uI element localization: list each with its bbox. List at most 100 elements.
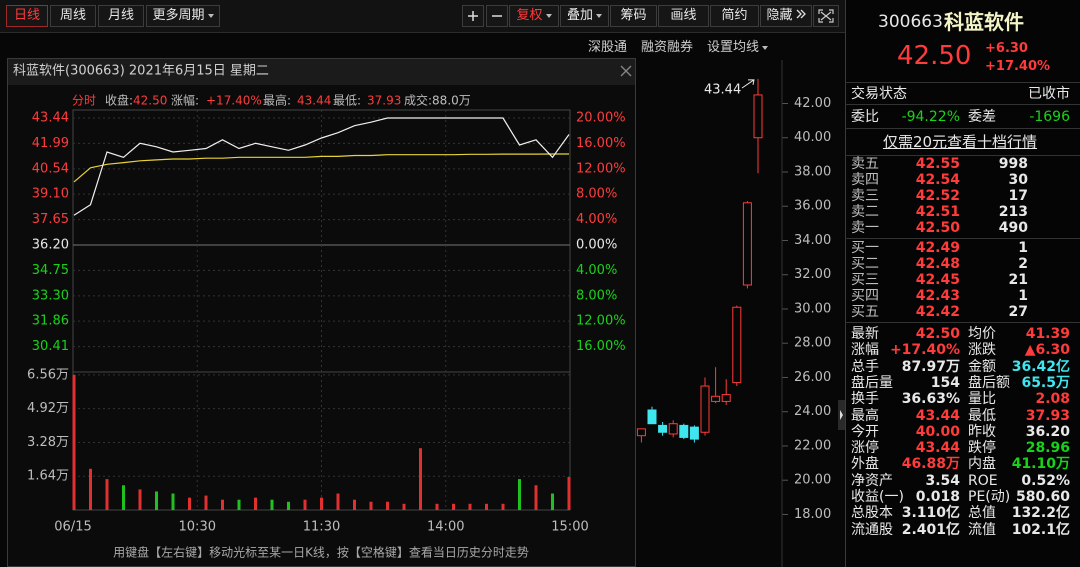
tool-button[interactable]: 隐藏 (760, 5, 812, 27)
volume-bar (435, 503, 439, 510)
tab-label: 更多周期 (152, 8, 205, 23)
volume-bar (155, 491, 158, 510)
volume-bar (402, 503, 406, 510)
volume-bar (237, 499, 241, 510)
candle-body (721, 394, 731, 402)
close-icon[interactable] (620, 65, 632, 77)
tool-button[interactable]: 复权 (509, 5, 559, 27)
stat-value: 0.52% (1021, 472, 1070, 489)
stat-label: 收益(一) (851, 489, 904, 505)
stat-label: 今开 (851, 423, 879, 440)
volume-bar (221, 499, 224, 510)
volume-bar (204, 495, 208, 510)
ratio-value: -94.22% (901, 109, 960, 125)
volume-tick-label: 1.64万 (27, 469, 69, 484)
time-label: 11:30 (303, 520, 340, 535)
stat-label: 内盘 (968, 456, 996, 473)
stat-label: 金额 (968, 358, 996, 375)
book-price: 42.51 (915, 204, 960, 220)
volume-tick-label: 6.56万 (27, 367, 69, 382)
tool-label: 简约 (721, 8, 748, 23)
separator (845, 238, 1080, 239)
minus-icon (492, 15, 502, 17)
dropdown-arrow (207, 13, 214, 18)
sub-link[interactable]: 设置均线 (707, 36, 768, 55)
plus-button[interactable] (462, 5, 484, 27)
period-tab[interactable]: 日线 (6, 5, 48, 27)
book-level: 买三 (851, 272, 879, 288)
book-level: 买二 (851, 256, 879, 272)
book-price: 42.54 (915, 172, 960, 188)
book-level: 卖一 (851, 220, 879, 236)
book-level: 买四 (851, 288, 879, 304)
volume-bar (452, 503, 455, 510)
period-tab[interactable]: 月线 (98, 5, 144, 27)
volume-bar (270, 499, 274, 510)
time-label: 06/15 (54, 520, 91, 535)
book-volume: 27 (1008, 304, 1028, 320)
stat-value: 580.60 (1015, 489, 1070, 505)
book-volume: 30 (1008, 172, 1028, 188)
pct-tick-label: 8.00% (576, 288, 617, 303)
candle-body (647, 409, 657, 425)
price-tick-label: 33.30 (32, 288, 69, 303)
book-level: 买五 (851, 304, 879, 320)
book-volume: 490 (998, 220, 1028, 236)
tool-button[interactable]: 画线 (658, 5, 709, 27)
pct-tick-label: 20.00% (576, 111, 626, 126)
dropdown-arrow (596, 13, 602, 18)
book-price: 42.45 (915, 272, 960, 288)
stat-value: 2.08 (1035, 391, 1070, 408)
volume-bar (419, 448, 422, 510)
stock-name: 科蓝软件 (944, 10, 1024, 34)
volume-bar (485, 503, 488, 510)
stat-value: 102.1亿 (1011, 521, 1070, 538)
period-tab[interactable]: 更多周期 (146, 5, 220, 27)
stat-label: 流通股 (851, 521, 893, 538)
tool-button[interactable]: 叠加 (560, 5, 609, 27)
period-tab[interactable]: 周线 (50, 5, 96, 27)
stat-label: 最新 (851, 326, 879, 342)
candle-body (700, 385, 710, 433)
volume-bar (386, 501, 389, 510)
info-item: 最低: (333, 94, 361, 108)
stat-value: 46.88万 (901, 456, 960, 473)
tool-label: 隐藏 (766, 8, 793, 23)
stat-label: 盘后量 (851, 374, 893, 391)
sub-link[interactable]: 深股通 (587, 40, 627, 55)
stat-label: PE(动) (968, 489, 1011, 505)
stat-label: 换手 (851, 391, 879, 408)
book-volume: 1 (1018, 240, 1028, 256)
separator (845, 322, 1080, 323)
promo-link[interactable]: 仅需20元查看十档行情 (882, 133, 1038, 151)
price-tick-label: 41.99 (32, 136, 69, 151)
price-tick-label: 37.65 (32, 212, 69, 227)
tool-button[interactable]: 简约 (710, 5, 759, 27)
y-tick-label: 24.00 (794, 404, 831, 419)
stat-label: 总手 (851, 358, 879, 375)
stat-label: 流值 (968, 521, 996, 538)
book-price: 42.48 (915, 256, 960, 272)
stat-label: ROE (968, 472, 998, 489)
fullscreen-icon (818, 9, 834, 23)
tool-button[interactable]: 筹码 (610, 5, 657, 27)
y-tick-label: 28.00 (794, 336, 831, 351)
volume-bar (534, 485, 538, 510)
stat-label: 外盘 (851, 456, 879, 473)
fullscreen-button[interactable] (813, 5, 839, 27)
popup-title: 科蓝软件(300663) 2021年6月15日 星期二 (13, 64, 269, 79)
tab-label: 月线 (107, 8, 134, 23)
book-volume: 2 (1018, 256, 1028, 272)
chevron-icon (793, 8, 806, 23)
sub-link[interactable]: 融资融券 (640, 40, 693, 55)
minus-button[interactable] (486, 5, 508, 27)
stat-value: 2.401亿 (901, 521, 960, 538)
stat-value: 41.39 (1025, 326, 1070, 342)
book-price: 42.50 (915, 220, 960, 236)
info-item: 成交:88.0万 (404, 93, 471, 108)
time-label: 14:00 (427, 520, 464, 535)
book-volume: 998 (998, 156, 1028, 172)
stat-value: 3.110亿 (901, 505, 960, 522)
candle-body (636, 428, 646, 437)
price-tick-label: 43.44 (32, 111, 69, 126)
